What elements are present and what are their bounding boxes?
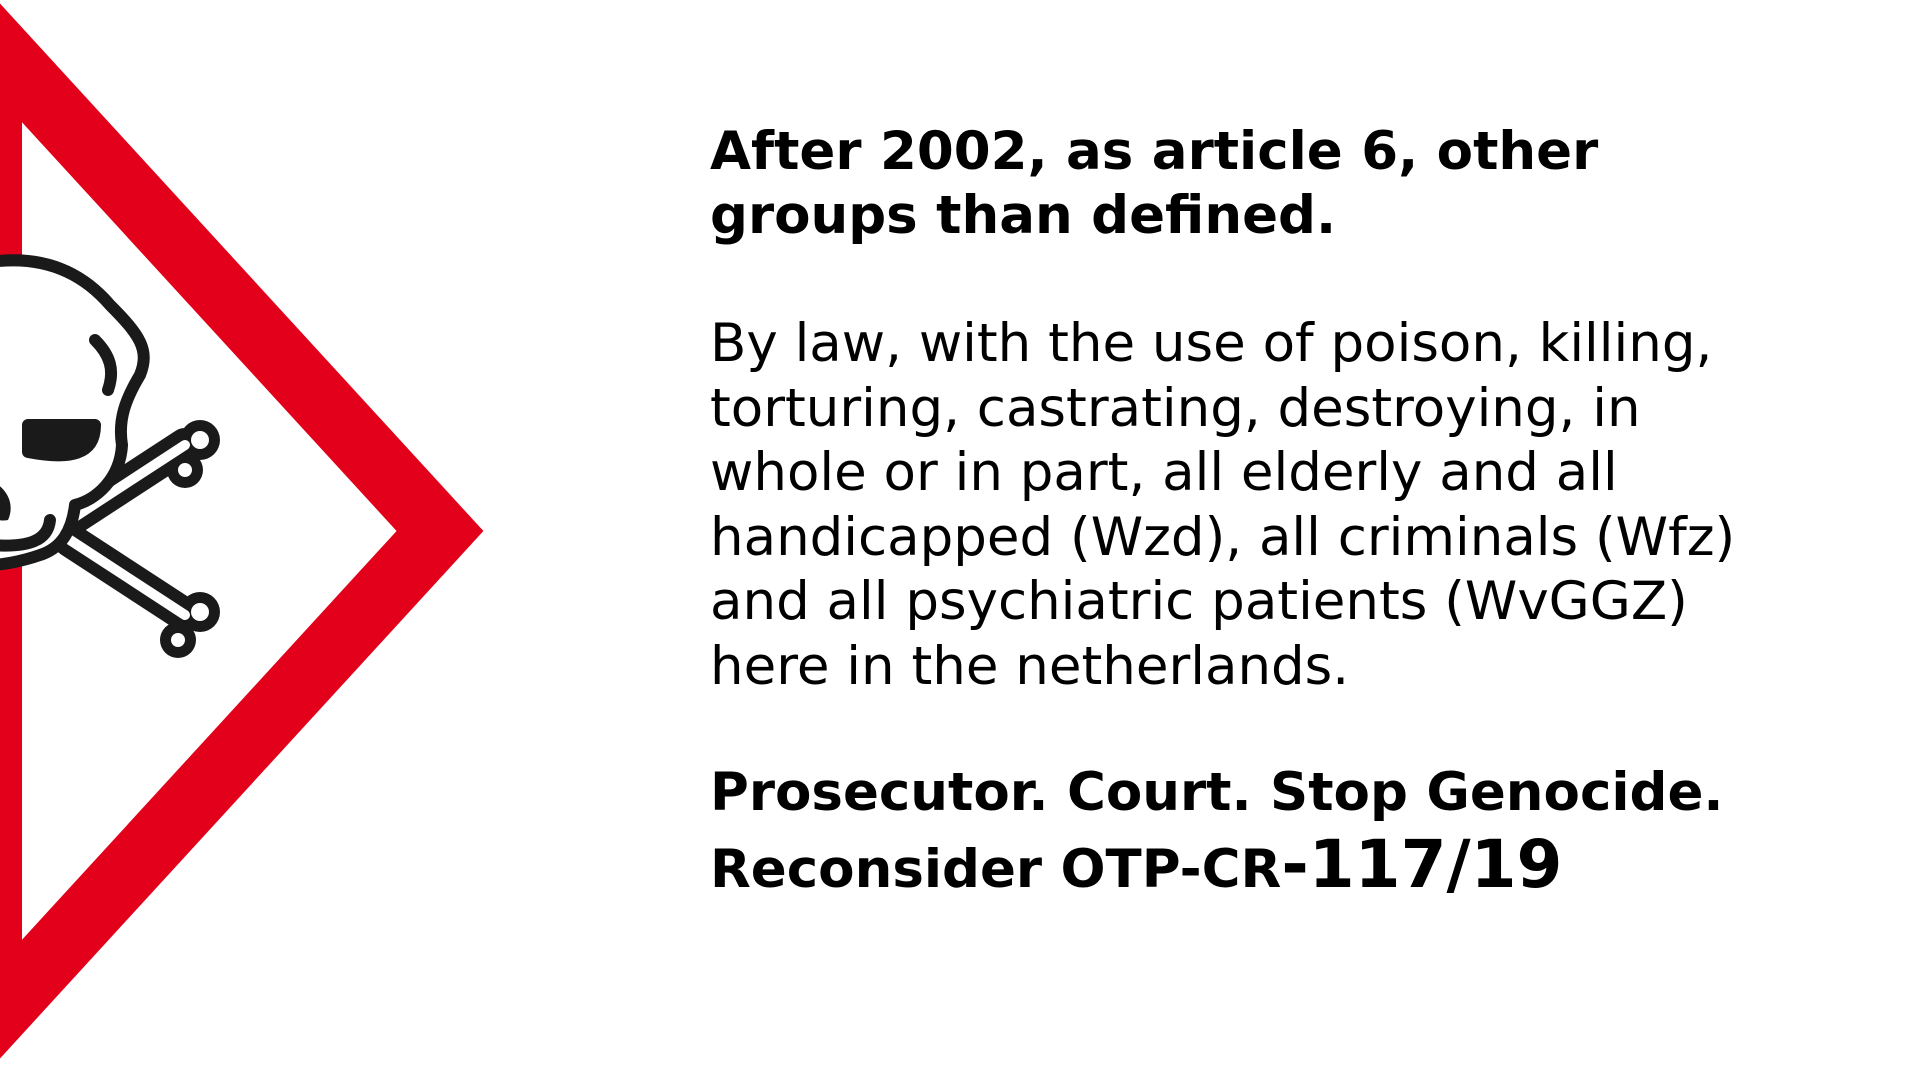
message-text-block: After 2002, as article 6, other groups t… — [710, 120, 1860, 906]
closing-line-2: Reconsider OTP-CR-117/19 — [710, 829, 1860, 906]
closing-line-1: Prosecutor. Court. Stop Genocide. — [710, 762, 1724, 823]
skull-and-crossbones-icon — [0, 254, 220, 658]
closing-statement: Prosecutor. Court. Stop Genocide. Recons… — [710, 757, 1860, 906]
case-reference-number: -117/19 — [1281, 826, 1563, 903]
hazard-diamond-border — [0, 3, 484, 1059]
heading-text: After 2002, as article 6, other groups t… — [710, 121, 1599, 246]
closing-line-2-prefix: Reconsider OTP-CR — [710, 839, 1282, 900]
hazard-pictogram — [0, 3, 484, 1059]
body-text: By law, with the use of poison, killing,… — [710, 313, 1736, 697]
